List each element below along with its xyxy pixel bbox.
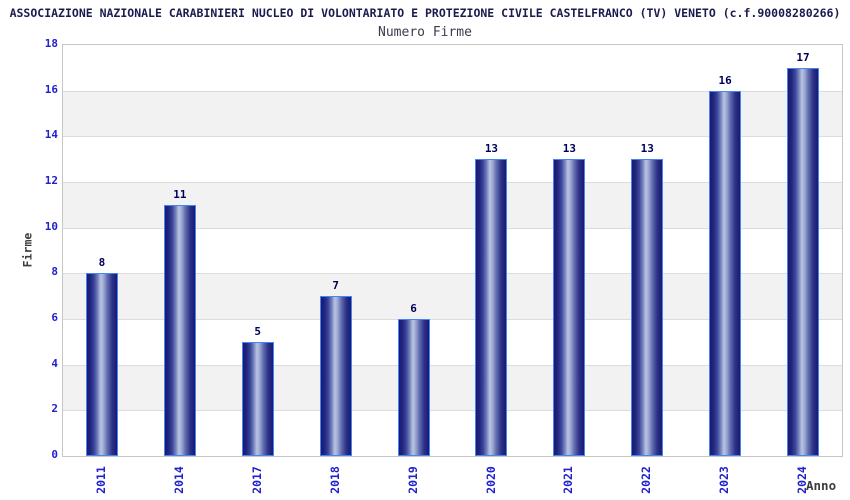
x-tick-label-box: 2023 [704, 460, 744, 500]
x-tick-label-box: 2018 [315, 460, 355, 500]
x-tick-label-box: 2014 [159, 460, 199, 500]
x-tick-label-box: 2019 [393, 460, 433, 500]
x-tick-label-box: 2011 [81, 460, 121, 500]
x-tick-label-box: 2022 [626, 460, 666, 500]
y-tick-label: 8 [51, 265, 58, 279]
x-tick-label: 2011 [93, 466, 108, 494]
bar-slot: 6 [375, 45, 453, 456]
x-tick-label: 2021 [561, 466, 576, 494]
bar [397, 319, 430, 456]
bar-value-label: 16 [718, 73, 732, 87]
gridline [63, 136, 842, 138]
y-tick-label: 10 [44, 219, 58, 233]
gridline [63, 90, 842, 92]
y-axis-label-box: Firme [16, 44, 38, 455]
bar [631, 159, 664, 456]
x-tick-label-box: 2017 [237, 460, 277, 500]
y-tick-label: 0 [51, 448, 58, 461]
y-tick-label: 18 [44, 37, 58, 50]
x-tick-label: 2022 [639, 466, 654, 494]
bar-slot: 8 [63, 45, 141, 456]
x-tick-label-box: 2020 [470, 460, 510, 500]
bar-value-label: 5 [254, 324, 262, 338]
bar-value-label: 6 [410, 302, 417, 315]
bar-value-label: 13 [640, 142, 654, 156]
y-axis-label: Firme [20, 232, 34, 267]
gridline [63, 227, 842, 229]
x-tick-label: 2023 [717, 466, 732, 494]
chart-header-title: ASSOCIAZIONE NAZIONALE CARABINIERI NUCLE… [9, 6, 841, 20]
x-tick-label: 2020 [483, 466, 498, 494]
y-tick-label: 14 [44, 128, 58, 142]
bar-slot: 13 [608, 45, 686, 456]
x-tick-label: 2017 [249, 466, 264, 494]
x-tick-label-box: 2024 [782, 460, 822, 500]
bar-slot: 16 [686, 45, 764, 456]
bar [475, 159, 508, 456]
x-tick-label: 2018 [327, 466, 342, 494]
gridline [63, 182, 842, 183]
x-tick-label: 2019 [405, 466, 420, 494]
bar [163, 204, 196, 456]
gridline [63, 273, 842, 275]
x-tick-label: 2024 [795, 466, 810, 494]
bar-slot: 13 [453, 45, 531, 456]
bar-value-label: 7 [332, 279, 339, 293]
bar-slot: 17 [764, 45, 842, 456]
bar [319, 296, 352, 456]
bar-slot: 7 [297, 45, 375, 456]
y-tick-label: 4 [51, 356, 58, 370]
x-axis-label: Anno [806, 478, 837, 493]
bar-value-label: 13 [484, 142, 499, 156]
bar-value-label: 8 [98, 256, 106, 270]
bar-value-label: 17 [796, 50, 810, 64]
x-tick-label-box: 2021 [548, 460, 588, 500]
bar-slot: 5 [219, 45, 297, 456]
y-tick-label: 16 [44, 82, 58, 96]
background-band [63, 45, 842, 91]
bar [553, 159, 586, 456]
x-tick-label: 2014 [171, 466, 186, 494]
bar [85, 273, 118, 456]
bar-value-label: 13 [562, 142, 576, 156]
y-tick-label: 6 [51, 311, 58, 324]
bar-value-label: 11 [173, 187, 187, 201]
bar [787, 67, 820, 456]
chart-subtitle: Numero Firme [378, 25, 472, 40]
bar-slot: 11 [141, 45, 219, 456]
y-tick-label: 12 [44, 174, 58, 187]
plot-area: 8 11 5 7 6 13 13 13 16 17 [62, 44, 843, 457]
gridline [63, 410, 842, 412]
bar [709, 90, 742, 456]
gridline [63, 364, 842, 366]
bar [241, 341, 274, 456]
gridline [63, 319, 842, 320]
bar-slot: 13 [530, 45, 608, 456]
y-tick-label: 2 [51, 402, 58, 416]
